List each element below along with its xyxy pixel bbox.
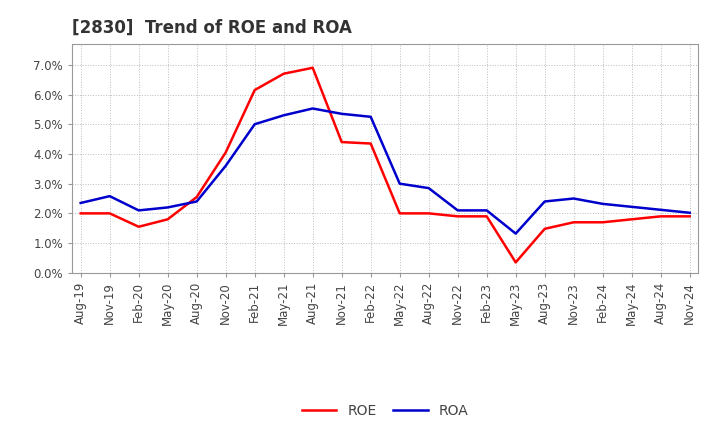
ROA	[135, 208, 143, 213]
ROE	[570, 220, 578, 225]
ROE	[598, 220, 607, 225]
ROE	[76, 211, 85, 216]
ROA	[424, 186, 433, 191]
ROA	[221, 163, 230, 169]
ROE	[163, 216, 172, 222]
ROA	[598, 201, 607, 206]
ROA	[482, 208, 491, 213]
ROA	[511, 231, 520, 236]
ROA	[279, 113, 288, 118]
ROE	[395, 211, 404, 216]
Legend: ROE, ROA: ROE, ROA	[296, 399, 474, 424]
ROA	[338, 111, 346, 117]
ROE	[135, 224, 143, 229]
ROE	[511, 260, 520, 265]
Line: ROA: ROA	[81, 109, 690, 234]
ROA	[685, 210, 694, 216]
ROE	[685, 214, 694, 219]
ROE	[366, 141, 375, 146]
ROA	[251, 121, 259, 127]
Text: [2830]  Trend of ROE and ROA: [2830] Trend of ROE and ROA	[72, 19, 352, 37]
ROE	[657, 214, 665, 219]
ROA	[76, 200, 85, 205]
ROE	[482, 214, 491, 219]
ROE	[308, 65, 317, 70]
ROA	[541, 199, 549, 204]
ROA	[395, 181, 404, 186]
ROE	[105, 211, 114, 216]
ROE	[424, 211, 433, 216]
ROE	[251, 88, 259, 93]
ROE	[541, 226, 549, 231]
ROE	[192, 194, 201, 200]
ROE	[454, 214, 462, 219]
ROA	[105, 194, 114, 199]
ROA	[657, 207, 665, 213]
Line: ROE: ROE	[81, 68, 690, 262]
ROE	[279, 71, 288, 77]
ROE	[338, 139, 346, 145]
ROE	[627, 216, 636, 222]
ROA	[454, 208, 462, 213]
ROE	[221, 150, 230, 155]
ROA	[627, 204, 636, 209]
ROA	[570, 196, 578, 201]
ROA	[308, 106, 317, 111]
ROA	[163, 205, 172, 210]
ROA	[192, 199, 201, 204]
ROA	[366, 114, 375, 119]
